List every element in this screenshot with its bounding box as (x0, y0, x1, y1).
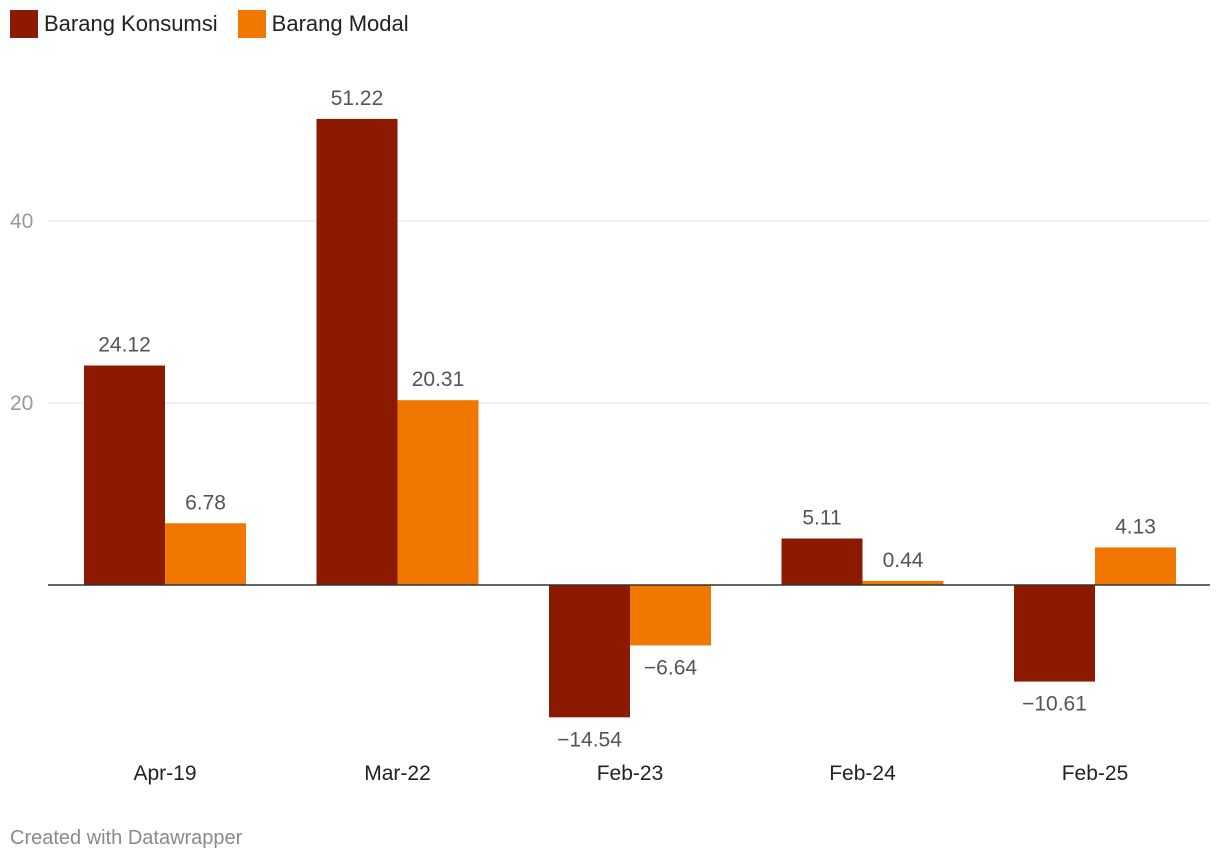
value-label-barang-modal-apr-19: 6.78 (185, 491, 226, 514)
legend-label-barang-modal: Barang Modal (271, 11, 409, 36)
bar-barang-konsumsi-apr-19 (84, 365, 165, 585)
legend-swatch-barang-konsumsi (10, 10, 38, 38)
legend-swatch-barang-modal (237, 10, 266, 38)
value-label-barang-konsumsi-apr-19: 24.12 (98, 334, 151, 357)
value-label-barang-modal-feb-25: 4.13 (1115, 515, 1156, 538)
bar-barang-modal-feb-23 (630, 585, 711, 646)
value-label-barang-konsumsi-feb-23: −14.54 (557, 728, 622, 751)
bar-barang-modal-feb-25 (1095, 547, 1176, 585)
credit-text: Created with Datawrapper (10, 827, 243, 849)
value-label-barang-konsumsi-feb-24: 5.11 (802, 506, 841, 529)
bar-barang-konsumsi-mar-22 (316, 118, 398, 585)
value-label-barang-modal-mar-22: 20.31 (412, 368, 465, 391)
bar-barang-modal-feb-24 (862, 580, 944, 585)
bar-barang-modal-mar-22 (397, 400, 479, 585)
value-label-barang-konsumsi-mar-22: 51.22 (331, 87, 384, 110)
x-tick-label-feb-25: Feb-25 (1062, 762, 1129, 785)
bar-barang-modal-apr-19 (165, 523, 246, 585)
y-tick-label-20: 20 (10, 392, 33, 415)
x-tick-label-apr-19: Apr-19 (133, 762, 196, 785)
value-label-barang-konsumsi-feb-25: −10.61 (1022, 693, 1087, 716)
value-label-barang-modal-feb-24: 0.44 (883, 549, 924, 572)
value-label-barang-modal-feb-23: −6.64 (644, 656, 697, 679)
legend-item-barang-modal: Barang Modal (237, 10, 409, 38)
legend-label-barang-konsumsi: Barang Konsumsi (44, 11, 218, 36)
legend: Barang Konsumsi Barang Modal (10, 10, 409, 38)
x-tick-label-feb-24: Feb-24 (829, 762, 896, 785)
x-tick-label-feb-23: Feb-23 (597, 762, 664, 785)
bar-barang-konsumsi-feb-25 (1014, 585, 1095, 682)
bar-barang-konsumsi-feb-24 (781, 538, 863, 585)
legend-item-barang-konsumsi: Barang Konsumsi (10, 10, 218, 38)
x-tick-label-mar-22: Mar-22 (364, 762, 431, 785)
y-tick-label-40: 40 (10, 210, 33, 233)
bar-barang-konsumsi-feb-23 (549, 585, 630, 718)
